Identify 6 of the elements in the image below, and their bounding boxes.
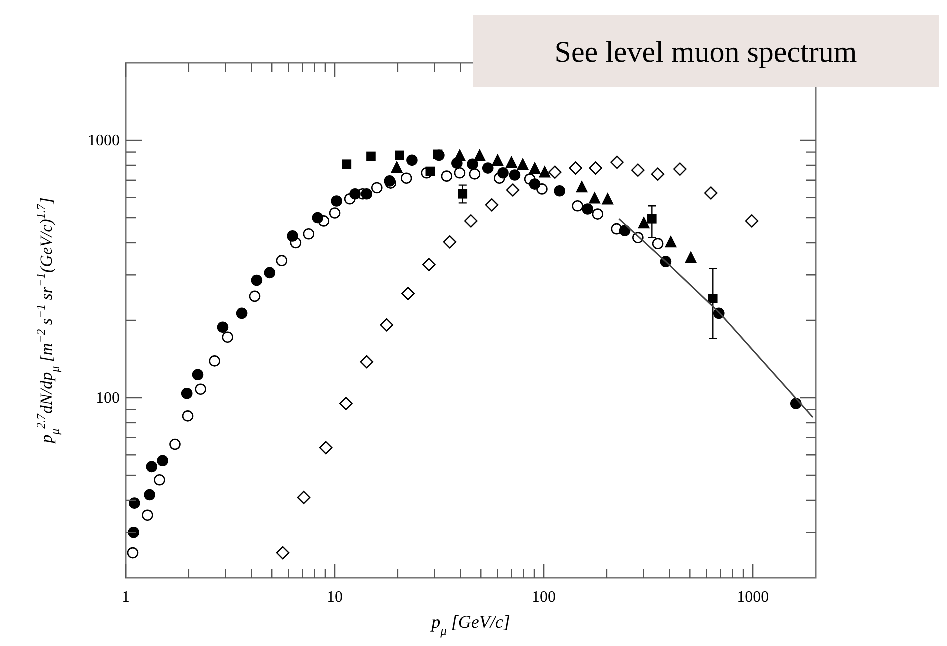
x-tick-label: 1000 xyxy=(737,588,770,606)
x-tick-label: 10 xyxy=(327,588,344,606)
x-tick-label: 1 xyxy=(122,588,130,606)
chart-title: See level muon spectrum xyxy=(554,36,858,69)
x-tick-label: 100 xyxy=(532,588,556,606)
x-axis-title: p$_{μ}$ [GeV/c] xyxy=(430,612,510,638)
